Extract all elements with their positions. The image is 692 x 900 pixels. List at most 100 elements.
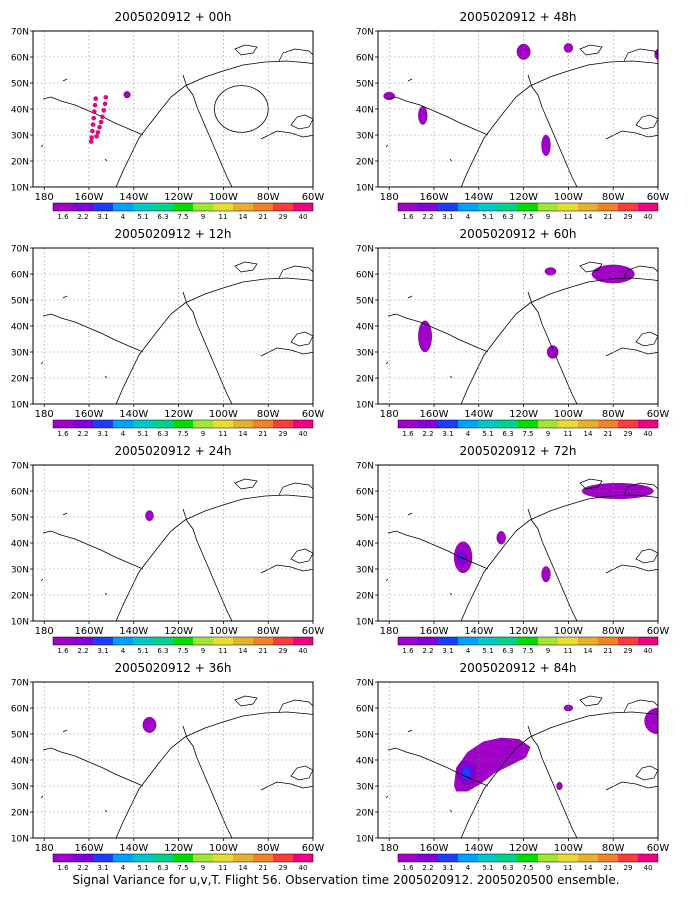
colorbar-label: 7.5 <box>177 647 188 655</box>
x-tick-label: 180 <box>380 626 399 637</box>
map-panel: 2005020912 + 84h 180 160W 140W 120W 100W 80W 60… <box>356 661 670 872</box>
y-tick-label: 30N <box>11 132 29 142</box>
colorbar-label: 1.6 <box>402 864 414 872</box>
colorbar-label: 29 <box>624 430 633 438</box>
colorbar-swatch <box>273 854 293 862</box>
colorbar-swatch <box>293 203 313 211</box>
colorbar-swatch <box>418 637 438 645</box>
x-tick-label: 120W <box>164 192 193 203</box>
colorbar-label: 5.1 <box>137 213 148 221</box>
colorbar-swatch <box>93 203 113 211</box>
colorbar-label: 40 <box>299 647 308 655</box>
x-tick-label: 140W <box>119 409 148 420</box>
y-tick-label: 70N <box>356 679 374 689</box>
x-tick-label: 120W <box>509 409 538 420</box>
x-tick-label: 140W <box>119 192 148 203</box>
x-tick-label: 160W <box>420 192 449 203</box>
colorbar-label: 40 <box>644 430 653 438</box>
colorbar-label: 4 <box>466 213 471 221</box>
x-tick-label: 140W <box>464 843 493 854</box>
x-tick-label: 100W <box>554 843 583 854</box>
y-tick-label: 10N <box>11 401 29 411</box>
colorbar-label: 40 <box>644 647 653 655</box>
colorbar-label: 14 <box>584 864 593 872</box>
x-tick-label: 140W <box>464 192 493 203</box>
colorbar-swatch <box>193 854 213 862</box>
x-tick-label: 60W <box>647 409 670 420</box>
colorbar-label: 40 <box>299 864 308 872</box>
x-tick-label: 160W <box>420 409 449 420</box>
colorbar-swatch <box>133 854 153 862</box>
colorbar-label: 3.1 <box>97 213 108 221</box>
colorbar-swatch <box>638 854 658 862</box>
y-tick-label: 10N <box>11 184 29 194</box>
colorbar-swatch <box>193 203 213 211</box>
variance-shading <box>142 716 157 733</box>
y-tick-label: 50N <box>356 514 374 524</box>
y-tick-label: 40N <box>11 323 29 333</box>
x-tick-label: 180 <box>380 192 399 203</box>
colorbar-swatch <box>418 854 438 862</box>
x-tick-label: 120W <box>164 843 193 854</box>
map-panel: 2005020912 + 12h 180 160W 140W 120W 100W 80W 60… <box>11 227 325 438</box>
x-tick-label: 100W <box>209 843 238 854</box>
y-tick-label: 20N <box>11 809 29 819</box>
colorbar-swatch <box>53 420 73 428</box>
colorbar-swatch <box>93 420 113 428</box>
colorbar-swatch <box>53 637 73 645</box>
colorbar-label: 1.6 <box>57 213 69 221</box>
colorbar-label: 1.6 <box>57 647 69 655</box>
colorbar-label: 2.2 <box>422 213 433 221</box>
colorbar-label: 9 <box>546 647 550 655</box>
y-tick-label: 50N <box>11 80 29 90</box>
colorbar-label: 6.3 <box>502 647 513 655</box>
target-area-circle <box>214 85 269 133</box>
colorbar-label: 1.6 <box>57 430 69 438</box>
colorbar-swatch <box>233 637 253 645</box>
colorbar-swatch <box>538 637 558 645</box>
colorbar-swatch <box>598 854 618 862</box>
y-tick-label: 40N <box>356 106 374 116</box>
colorbar-label: 9 <box>546 864 550 872</box>
variance-shading <box>544 267 557 276</box>
y-tick-label: 10N <box>356 184 374 194</box>
colorbar-swatch <box>638 203 658 211</box>
colorbar-label: 2.2 <box>77 430 88 438</box>
colorbar-label: 6.3 <box>157 864 168 872</box>
observation-point <box>101 108 107 113</box>
y-tick-label: 70N <box>11 28 29 38</box>
y-tick-label: 40N <box>356 540 374 550</box>
observation-point <box>90 122 96 127</box>
colorbar-swatch <box>173 637 193 645</box>
y-tick-label: 30N <box>356 566 374 576</box>
colorbar-label: 7.5 <box>522 864 533 872</box>
colorbar-swatch <box>498 203 518 211</box>
y-tick-label: 50N <box>356 731 374 741</box>
x-tick-label: 180 <box>35 626 54 637</box>
x-tick-label: 160W <box>75 192 104 203</box>
y-tick-label: 30N <box>11 783 29 793</box>
y-tick-label: 30N <box>11 566 29 576</box>
colorbar-label: 14 <box>584 213 593 221</box>
colorbar-swatch <box>518 854 538 862</box>
colorbar-swatch <box>398 203 418 211</box>
colorbar-swatch <box>173 203 193 211</box>
colorbar: 1.6 2.2 3.1 4 5.1 6.3 7.5 9 11 14 21 29 40 <box>52 202 314 221</box>
y-tick-label: 70N <box>356 245 374 255</box>
colorbar-swatch <box>618 203 638 211</box>
colorbar-swatch <box>478 203 498 211</box>
panel-title: 2005020912 + 60h <box>460 227 577 241</box>
colorbar-label: 14 <box>584 647 593 655</box>
y-tick-label: 20N <box>356 592 374 602</box>
x-tick-label: 60W <box>302 626 325 637</box>
x-tick-label: 160W <box>420 843 449 854</box>
x-tick-label: 80W <box>257 626 280 637</box>
colorbar-swatch <box>418 420 438 428</box>
colorbar-label: 7.5 <box>522 430 533 438</box>
variance-shading <box>123 91 131 99</box>
variance-shading <box>145 510 154 522</box>
colorbar: 1.6 2.2 3.1 4 5.1 6.3 7.5 9 11 14 21 29 40 <box>52 419 314 438</box>
colorbar-label: 5.1 <box>137 864 148 872</box>
y-tick-label: 60N <box>11 54 29 64</box>
colorbar-swatch <box>618 637 638 645</box>
